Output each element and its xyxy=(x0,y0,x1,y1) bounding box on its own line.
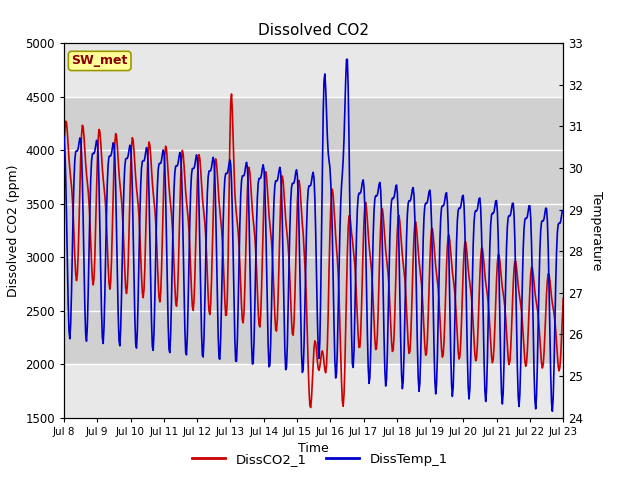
DissTemp_1 xyxy=(559,208,567,214)
DissCO2_1 xyxy=(60,152,68,157)
Line: DissTemp_1: DissTemp_1 xyxy=(64,59,563,411)
DissCO2_1 xyxy=(438,346,445,352)
DissTemp_1 xyxy=(548,408,556,414)
DissTemp_1 xyxy=(148,344,156,349)
Line: DissCO2_1: DissCO2_1 xyxy=(64,94,563,408)
DissCO2_1 xyxy=(287,297,294,303)
DissTemp_1 xyxy=(60,133,68,139)
DissTemp_1 xyxy=(342,56,350,62)
DissCO2_1 xyxy=(228,91,236,97)
Y-axis label: Temperature: Temperature xyxy=(589,191,602,270)
DissCO2_1 xyxy=(395,213,403,218)
DissTemp_1 xyxy=(437,216,445,221)
DissTemp_1 xyxy=(189,166,196,171)
DissCO2_1 xyxy=(559,295,567,301)
DissCO2_1 xyxy=(356,344,364,350)
X-axis label: Time: Time xyxy=(298,442,329,455)
Y-axis label: Dissolved CO2 (ppm): Dissolved CO2 (ppm) xyxy=(7,164,20,297)
DissCO2_1 xyxy=(189,303,196,309)
Legend: DissCO2_1, DissTemp_1: DissCO2_1, DissTemp_1 xyxy=(187,447,453,471)
Text: SW_met: SW_met xyxy=(72,54,128,67)
DissTemp_1 xyxy=(286,226,294,231)
Bar xyxy=(64,96,563,364)
DissTemp_1 xyxy=(394,212,402,218)
DissCO2_1 xyxy=(148,180,156,185)
DissTemp_1 xyxy=(355,190,363,196)
Title: Dissolved CO2: Dissolved CO2 xyxy=(258,23,369,38)
DissCO2_1 xyxy=(307,405,314,410)
